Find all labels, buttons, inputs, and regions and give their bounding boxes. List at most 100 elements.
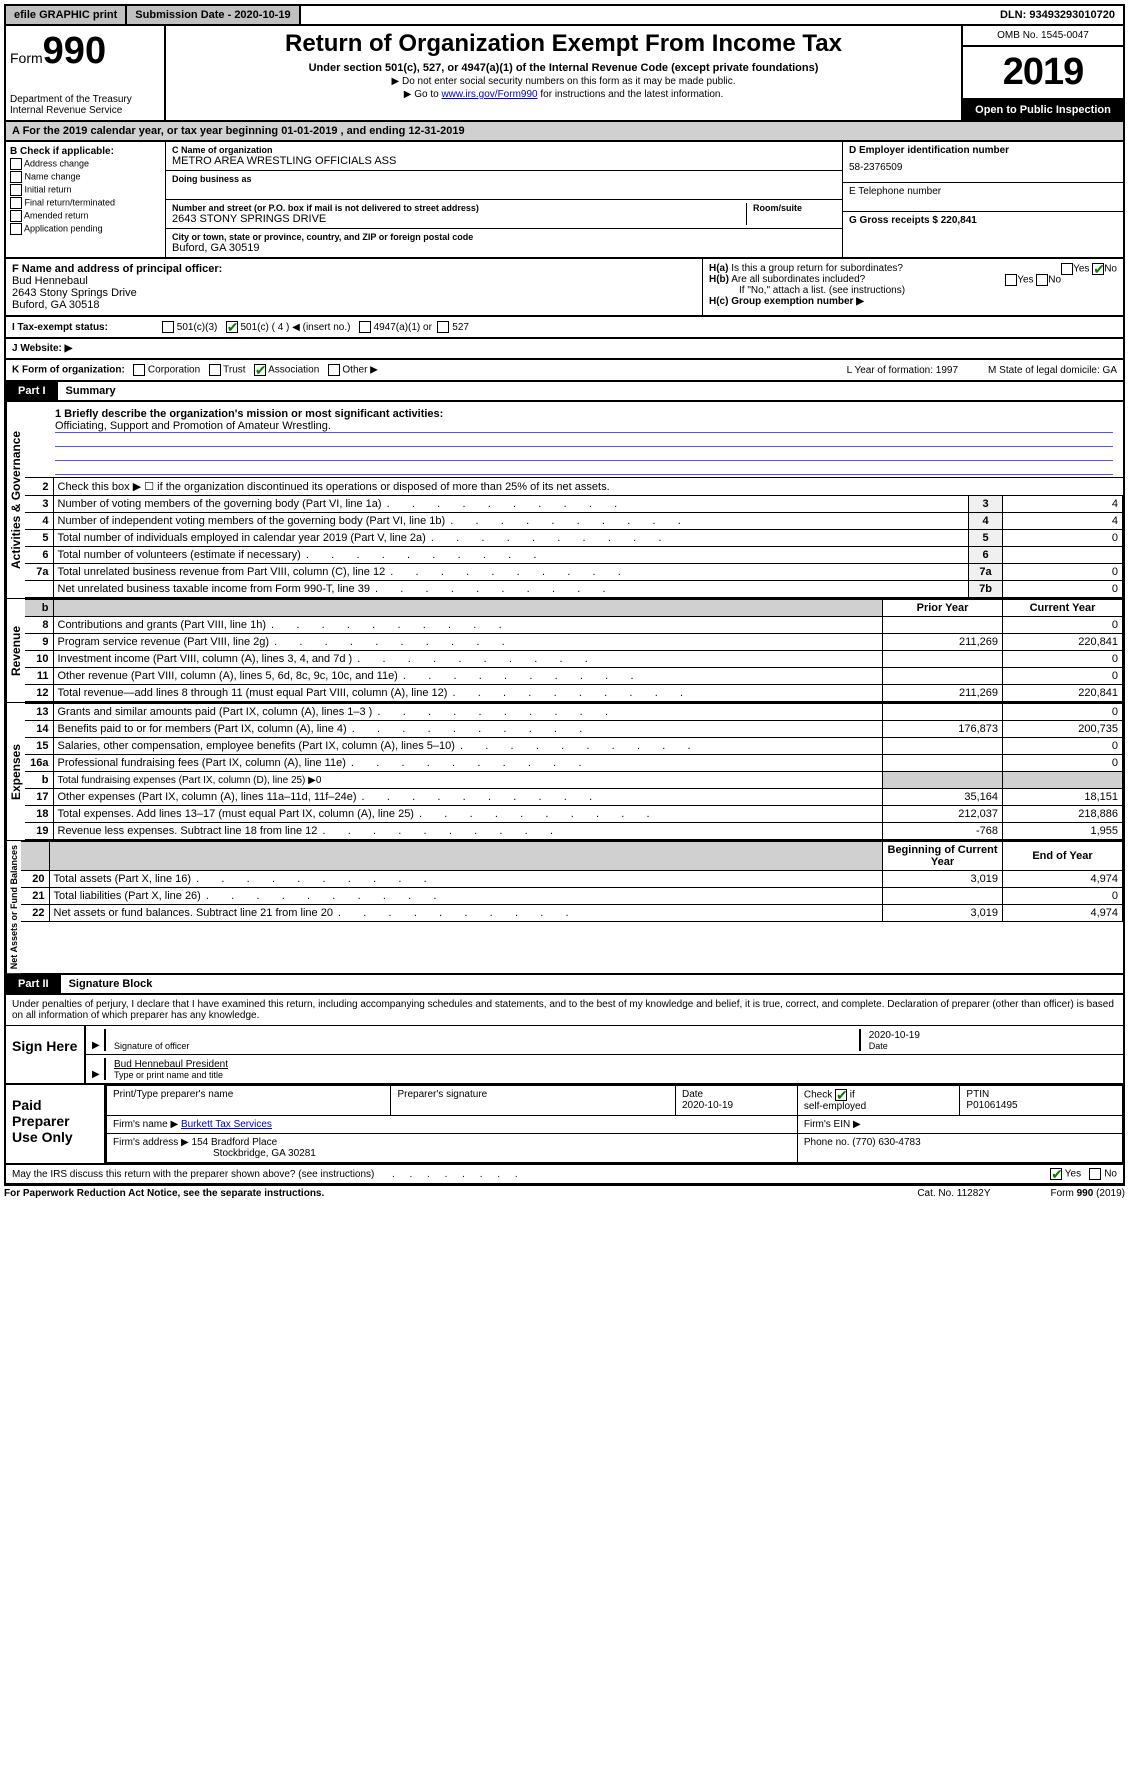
mission-question: 1 Briefly describe the organization's mi… (55, 408, 1113, 420)
part-2-label: Part II (6, 975, 61, 993)
opt-527[interactable]: 527 (452, 322, 469, 333)
side-revenue: Revenue (6, 599, 25, 702)
sig-date: 2020-10-19 (869, 1030, 1117, 1041)
k-label: K Form of organization: (12, 365, 125, 376)
submission-date: Submission Date - 2020-10-19 (127, 6, 300, 24)
chk-application-pending[interactable]: Application pending (10, 223, 161, 235)
side-netassets: Net Assets or Fund Balances (6, 841, 21, 973)
part-1-title: Summary (58, 385, 116, 397)
table-row: 20Total assets (Part X, line 16)3,0194,9… (21, 871, 1123, 888)
efile-label[interactable]: efile GRAPHIC print (6, 6, 127, 24)
form990-link[interactable]: www.irs.gov/Form990 (441, 89, 537, 100)
city-state-zip: Buford, GA 30519 (172, 242, 836, 254)
table-row: 10Investment income (Part VIII, column (… (25, 651, 1123, 668)
opt-501c[interactable]: 501(c) ( 4 ) ◀ (insert no.) (240, 322, 350, 333)
tax-exempt-status: I Tax-exempt status: 501(c)(3) 501(c) ( … (4, 317, 1125, 339)
chk-address-change[interactable]: Address change (10, 158, 161, 170)
chk-final-return[interactable]: Final return/terminated (10, 197, 161, 209)
table-row: 15Salaries, other compensation, employee… (25, 738, 1123, 755)
form-footer: Form 990 (2019) (1051, 1188, 1125, 1199)
officer-name: Bud Hennebaul (12, 275, 696, 287)
hb-note: If "No," attach a list. (see instruction… (709, 285, 1117, 296)
table-row: 21Total liabilities (Part X, line 26)0 (21, 888, 1123, 905)
addr-label: Number and street (or P.O. box if mail i… (172, 203, 746, 213)
opt-other[interactable]: Other ▶ (342, 365, 377, 376)
gross-receipts: G Gross receipts $ 220,841 (849, 215, 1117, 226)
tax-period: A For the 2019 calendar year, or tax yea… (4, 122, 1125, 142)
side-expenses: Expenses (6, 703, 25, 840)
chk-amended[interactable]: Amended return (10, 210, 161, 222)
paid-preparer-label: Paid Preparer Use Only (6, 1085, 106, 1163)
discuss-no[interactable]: No (1104, 1169, 1117, 1180)
street-address: 2643 STONY SPRINGS DRIVE (172, 213, 746, 225)
firm-link[interactable]: Burkett Tax Services (181, 1119, 272, 1130)
ein-label: D Employer identification number (849, 145, 1117, 156)
instruction-line-2: ▶ Go to www.irs.gov/Form990 for instruct… (174, 89, 953, 100)
table-row: 5Total number of individuals employed in… (25, 530, 1123, 547)
governance-table: 2Check this box ▶ ☐ if the organization … (25, 477, 1123, 598)
column-b: B Check if applicable: Address change Na… (6, 142, 166, 257)
chk-name-change[interactable]: Name change (10, 171, 161, 183)
part-2-bar: Part II Signature Block (4, 975, 1125, 995)
table-row: 19Revenue less expenses. Subtract line 1… (25, 823, 1123, 840)
perjury-statement: Under penalties of perjury, I declare th… (6, 995, 1123, 1026)
entity-block: B Check if applicable: Address change Na… (4, 142, 1125, 259)
opt-corp[interactable]: Corporation (148, 365, 200, 376)
year-formation: L Year of formation: 1997 (847, 365, 958, 376)
discuss-question: May the IRS discuss this return with the… (12, 1169, 374, 1180)
table-row: 3Number of voting members of the governi… (25, 496, 1123, 513)
table-row: 9Program service revenue (Part VIII, lin… (25, 634, 1123, 651)
officer-addr2: Buford, GA 30518 (12, 299, 696, 311)
instruction-line-1: ▶ Do not enter social security numbers o… (174, 76, 953, 87)
prep-date-cell: Date2020-10-19 (675, 1086, 797, 1116)
tax-year: 2019 (963, 47, 1123, 100)
discuss-yes[interactable]: Yes (1065, 1169, 1081, 1180)
ha-row: H(a) Is this a group return for subordin… (709, 263, 1117, 274)
prep-selfemp[interactable]: Check ifself-employed (797, 1086, 960, 1116)
table-row: 8Contributions and grants (Part VIII, li… (25, 617, 1123, 634)
table-row: 22Net assets or fund balances. Subtract … (21, 905, 1123, 922)
revenue-table: bPrior YearCurrent Year8Contributions an… (25, 599, 1123, 702)
part-1-label: Part I (6, 382, 58, 400)
sign-here-label: Sign Here (6, 1026, 86, 1083)
firm-phone-cell: Phone no. (770) 630-4783 (797, 1134, 1122, 1163)
prep-sig-header: Preparer's signature (391, 1086, 675, 1116)
table-row: 6Total number of volunteers (estimate if… (25, 547, 1123, 564)
table-row: 13Grants and similar amounts paid (Part … (25, 704, 1123, 721)
chk-initial-return[interactable]: Initial return (10, 184, 161, 196)
firm-name-cell: Firm's name ▶ Burkett Tax Services (107, 1116, 798, 1134)
website-row: J Website: ▶ (4, 339, 1125, 360)
org-name-label: C Name of organization (172, 145, 836, 155)
table-row: 16aProfessional fundraising fees (Part I… (25, 755, 1123, 772)
table-row: 12Total revenue—add lines 8 through 11 (… (25, 685, 1123, 702)
officer-addr1: 2643 Stony Springs Drive (12, 287, 696, 299)
preparer-block: Paid Preparer Use Only Print/Type prepar… (4, 1085, 1125, 1165)
opt-4947[interactable]: 4947(a)(1) or (374, 322, 432, 333)
table-row: 2Check this box ▶ ☐ if the organization … (25, 478, 1123, 496)
table-header-row: Beginning of Current YearEnd of Year (21, 842, 1123, 871)
hc-row: H(c) Group exemption number ▶ (709, 296, 1117, 307)
form-subtitle: Under section 501(c), 527, or 4947(a)(1)… (174, 62, 953, 74)
top-bar: efile GRAPHIC print Submission Date - 20… (4, 4, 1125, 26)
opt-trust[interactable]: Trust (223, 365, 245, 376)
room-label: Room/suite (753, 203, 836, 213)
hb-row: H(b) Are all subordinates included? Yes … (709, 274, 1117, 285)
dln: DLN: 93493293010720 (992, 6, 1123, 24)
type-name-label: Type or print name and title (114, 1070, 1117, 1080)
ein: 58-2376509 (849, 156, 1117, 179)
status-label: I Tax-exempt status: (12, 322, 162, 333)
omb-number: OMB No. 1545-0047 (963, 26, 1123, 47)
netassets-table: Beginning of Current YearEnd of Year20To… (21, 841, 1123, 922)
table-row: 4Number of independent voting members of… (25, 513, 1123, 530)
org-name: METRO AREA WRESTLING OFFICIALS ASS (172, 155, 836, 167)
expenses-table: 13Grants and similar amounts paid (Part … (25, 703, 1123, 840)
mission-text: Officiating, Support and Promotion of Am… (55, 420, 1113, 433)
opt-501c3[interactable]: 501(c)(3) (177, 322, 218, 333)
officer-typed-name: Bud Hennebaul President (114, 1059, 1117, 1070)
signature-block: Under penalties of perjury, I declare th… (4, 995, 1125, 1085)
opt-assoc[interactable]: Association (268, 365, 319, 376)
state-domicile: M State of legal domicile: GA (988, 365, 1117, 376)
officer-label: F Name and address of principal officer: (12, 263, 696, 275)
sig-officer-label: Signature of officer (114, 1041, 859, 1051)
form-title: Return of Organization Exempt From Incom… (174, 30, 953, 58)
